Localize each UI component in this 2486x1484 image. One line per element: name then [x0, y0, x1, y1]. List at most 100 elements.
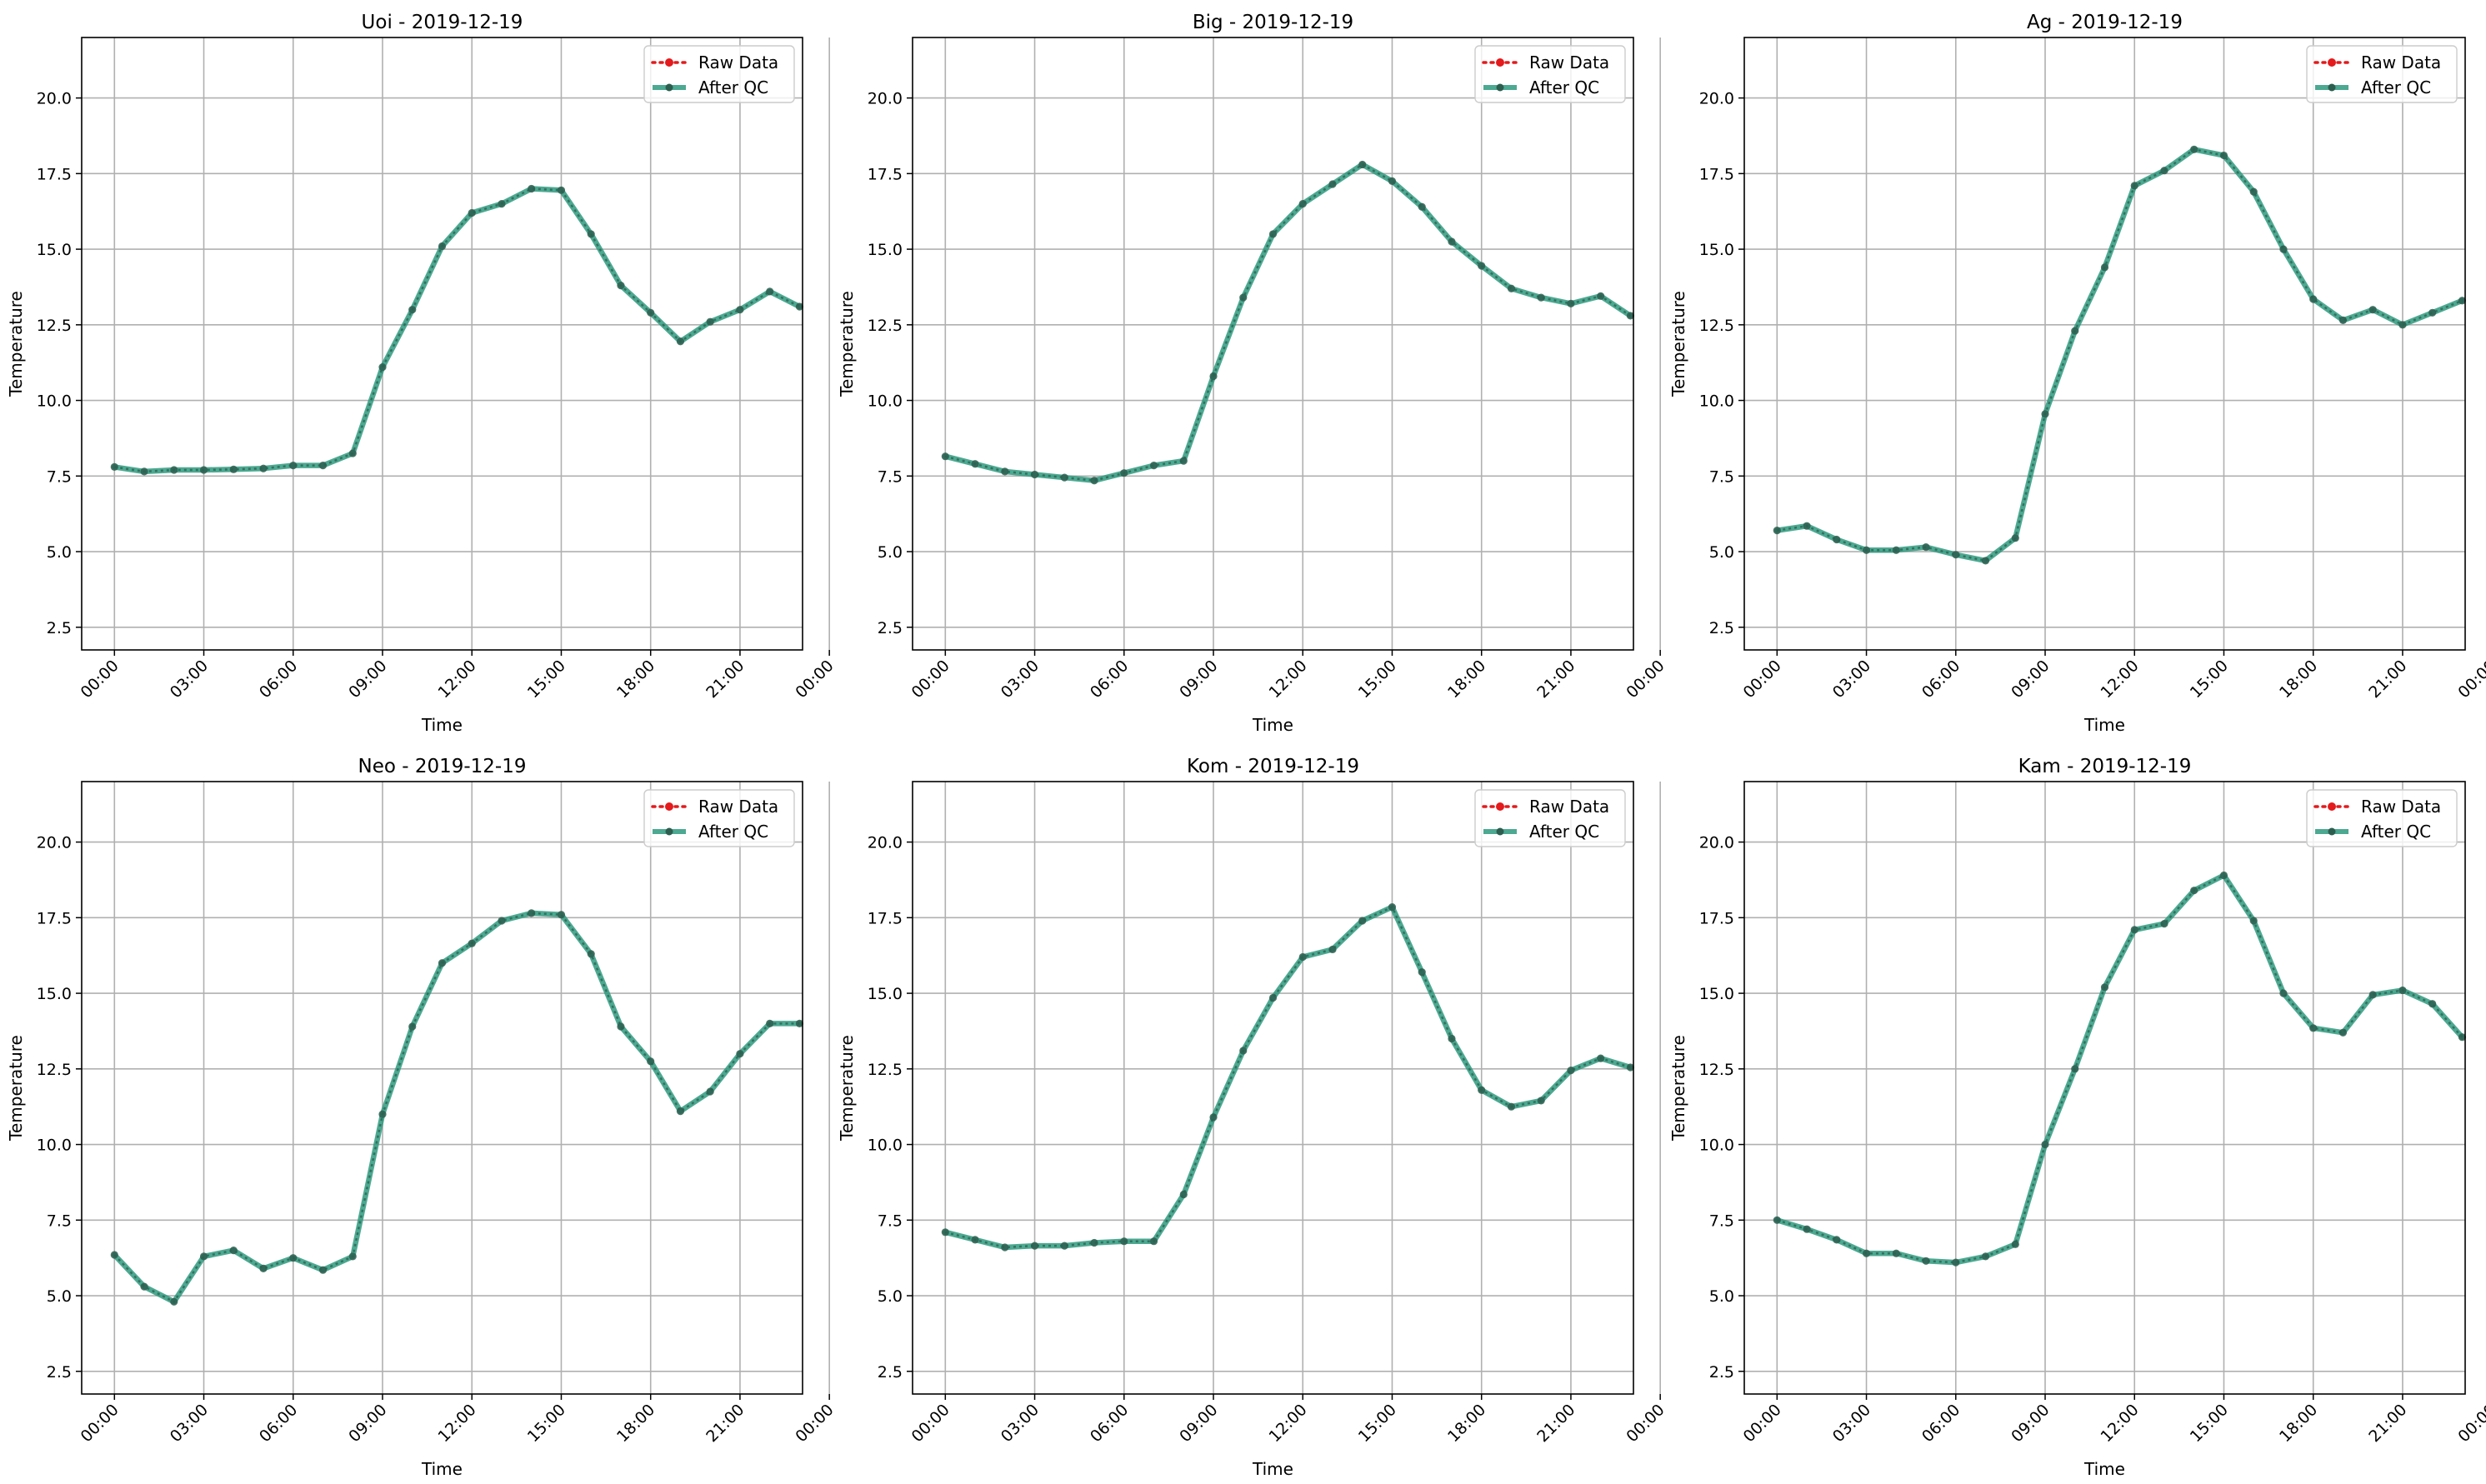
y-axis-label: Temperature [837, 1035, 857, 1142]
x-tick-label: 00:00 [908, 1401, 953, 1446]
legend-label-raw-data: Raw Data [2361, 52, 2441, 72]
x-axis-label: Time [421, 1459, 463, 1479]
x-tick-label: 21:00 [2365, 1401, 2410, 1446]
x-tick-label: 00:00 [2454, 657, 2486, 702]
x-tick-label: 03:00 [167, 657, 212, 702]
data-point [706, 1087, 714, 1096]
data-point [498, 917, 506, 925]
data-point [140, 467, 148, 476]
x-tick-label: 06:00 [256, 657, 301, 702]
y-tick-label: 20.0 [868, 834, 903, 852]
data-point [1149, 461, 1158, 470]
data-point [1388, 177, 1397, 186]
x-tick-label: 03:00 [167, 1401, 212, 1446]
data-point [2190, 887, 2198, 895]
data-point [2160, 167, 2168, 175]
y-tick-label: 20.0 [37, 834, 72, 852]
chart-panel-1: 2.5 5.0 7.5 10.0 12.5 15.0 17.5 20.0 00:00 03:00 0… [837, 12, 1668, 735]
y-tick-label: 17.5 [37, 909, 72, 927]
y-tick-label: 7.5 [878, 467, 903, 486]
y-tick-label: 15.0 [868, 985, 903, 1003]
x-tick-label: 18:00 [1444, 657, 1489, 702]
x-tick-label: 03:00 [998, 1401, 1043, 1446]
data-point [199, 1252, 208, 1261]
data-point [1060, 473, 1068, 482]
y-axis-label: Temperature [1668, 291, 1688, 397]
data-point [318, 461, 328, 470]
x-tick-label: 09:00 [345, 657, 390, 702]
chart-title: Kam - 2019-12-19 [2018, 756, 2192, 777]
data-point [289, 1254, 298, 1262]
data-point [378, 1110, 387, 1118]
data-point [408, 1022, 417, 1031]
data-point [438, 959, 447, 967]
data-point [1149, 1237, 1158, 1246]
y-tick-label: 2.5 [1709, 619, 1734, 637]
y-tick-label: 17.5 [868, 909, 903, 927]
data-point [1209, 372, 1218, 381]
data-point [1597, 1054, 1605, 1062]
data-point [1090, 477, 1098, 485]
data-point [259, 1264, 268, 1272]
data-point [2428, 1000, 2437, 1008]
series-line-raw-data [113, 912, 800, 1303]
y-tick-label: 2.5 [47, 1363, 72, 1382]
x-axis-label: Time [2083, 1459, 2125, 1479]
data-point [1981, 557, 1990, 565]
data-point [736, 1050, 744, 1058]
y-tick-label: 2.5 [1709, 1363, 1734, 1382]
axes-frame [1743, 781, 2466, 1395]
legend-label-after-qc: After QC [698, 77, 768, 97]
data-point [348, 1252, 357, 1261]
legend-label-raw-data: Raw Data [1529, 52, 1609, 72]
legend: Raw Data After QC [643, 45, 795, 103]
data-point [1862, 546, 1871, 554]
data-point [229, 465, 238, 473]
x-tick-label: 06:00 [1087, 1401, 1132, 1446]
y-tick-label: 15.0 [1699, 241, 1734, 259]
y-tick-label: 12.5 [868, 317, 903, 335]
data-point [766, 287, 774, 296]
y-tick-label: 12.5 [37, 1061, 72, 1079]
legend-label-raw-data: Raw Data [698, 797, 778, 817]
data-point [1179, 457, 1188, 465]
legend: Raw Data After QC [2306, 789, 2458, 847]
legend-marker-raw-data [665, 802, 673, 811]
data-point [1268, 993, 1278, 1002]
data-point [2219, 871, 2228, 880]
x-tick-label: 00:00 [78, 657, 123, 702]
y-tick-label: 10.0 [37, 392, 72, 411]
y-tick-label: 20.0 [1699, 90, 1734, 108]
legend-label-after-qc: After QC [1529, 77, 1599, 97]
y-tick-label: 7.5 [1709, 467, 1734, 486]
data-point [2190, 145, 2198, 153]
data-point [647, 1057, 655, 1066]
data-point [1567, 299, 1575, 308]
y-tick-label: 10.0 [37, 1137, 72, 1155]
y-tick-label: 10.0 [1699, 1137, 1734, 1155]
x-tick-label: 15:00 [2187, 1401, 2232, 1446]
x-tick-label: 09:00 [2008, 1401, 2053, 1446]
axes-frame [912, 781, 1634, 1395]
x-tick-label: 06:00 [1918, 1401, 1963, 1446]
x-tick-label: 09:00 [2008, 657, 2053, 702]
data-point [1478, 262, 1486, 270]
data-point [1892, 1249, 1900, 1257]
data-point [1120, 469, 1128, 477]
data-point [1090, 1238, 1098, 1247]
data-point [617, 1022, 625, 1031]
data-point [1030, 1242, 1039, 1250]
y-axis-label: Temperature [837, 291, 857, 397]
y-tick-label: 5.0 [878, 1287, 903, 1306]
data-point [1001, 1243, 1009, 1252]
x-tick-label: 09:00 [1176, 657, 1221, 702]
data-point [1298, 200, 1307, 208]
data-point [1328, 180, 1337, 188]
data-point [1833, 1236, 1841, 1244]
chart-title: Uoi - 2019-12-19 [362, 12, 523, 33]
data-point [1448, 1034, 1456, 1043]
x-tick-label: 09:00 [345, 1401, 390, 1446]
data-point [766, 1019, 774, 1027]
y-tick-label: 5.0 [1709, 543, 1734, 562]
